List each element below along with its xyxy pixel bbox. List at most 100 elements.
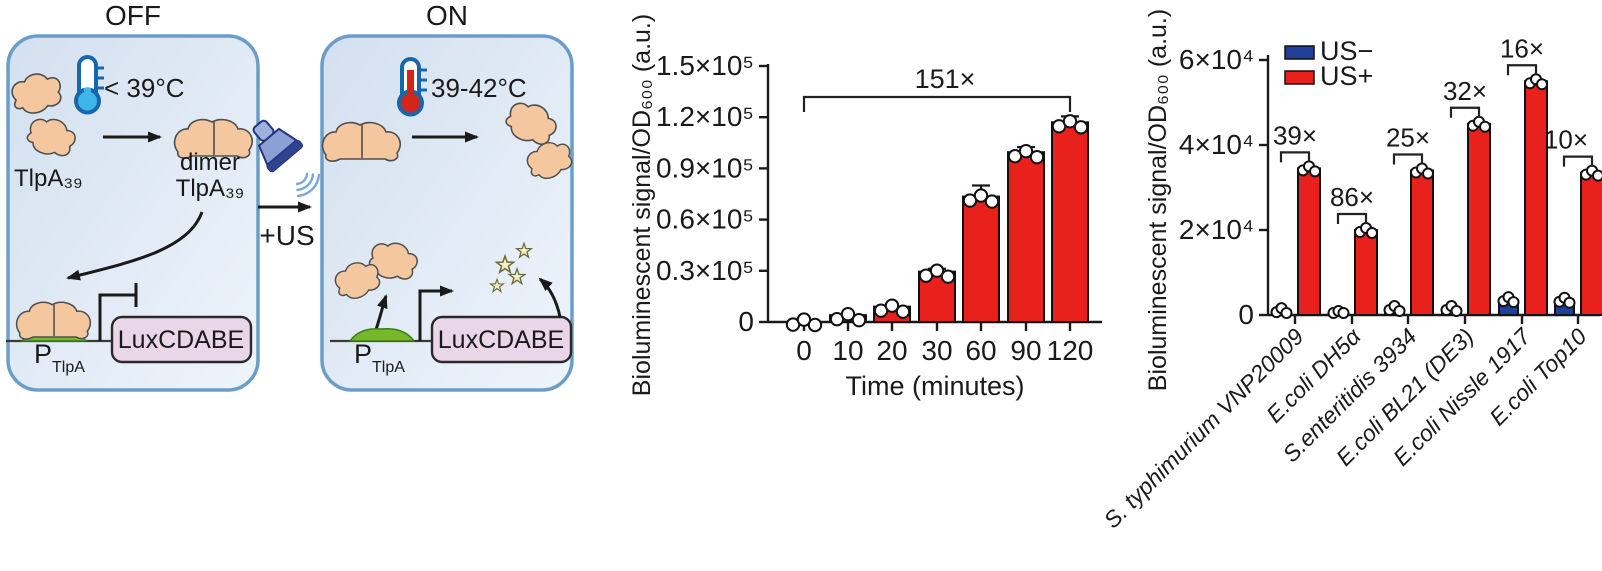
data-point bbox=[929, 263, 945, 278]
fold-label: 10× bbox=[1544, 125, 1588, 155]
data-point bbox=[807, 317, 823, 333]
us-label: +US bbox=[259, 220, 314, 251]
thermometer-hot-icon bbox=[397, 57, 427, 117]
promoter-label: PTlpA bbox=[354, 339, 405, 376]
ultrasound-section: +US bbox=[252, 119, 321, 251]
x-axis-title: Time (minutes) bbox=[845, 371, 1024, 401]
fold-bracket bbox=[1279, 151, 1311, 163]
fold-bracket bbox=[1506, 64, 1538, 76]
ultrasound-transducer-icon bbox=[252, 119, 304, 173]
promoter-site bbox=[348, 328, 416, 342]
dimer-binding-arrow bbox=[66, 211, 204, 281]
fold-label: 16× bbox=[1500, 33, 1544, 63]
fold-label: 32× bbox=[1443, 76, 1487, 106]
tlpa-label: TlpA₃₉ bbox=[14, 165, 83, 192]
data-point bbox=[940, 269, 956, 284]
y-tick-label: 0.9×10⁵ bbox=[656, 152, 754, 183]
data-point bbox=[1507, 296, 1520, 309]
on-title: ON bbox=[426, 0, 468, 31]
data-point bbox=[1073, 120, 1089, 135]
data-point bbox=[1309, 165, 1321, 178]
data-point bbox=[1563, 296, 1576, 309]
data-point bbox=[1018, 143, 1034, 159]
data-point bbox=[1337, 307, 1350, 319]
bar-us-plus bbox=[1297, 167, 1321, 316]
data-point bbox=[1536, 78, 1548, 91]
y-tick-label: 1.5×10⁵ bbox=[656, 50, 754, 81]
legend-label-us-plus: US+ bbox=[1320, 61, 1373, 91]
fold-label: 151× bbox=[915, 64, 976, 94]
gene-label: LuxCDABE bbox=[438, 326, 564, 354]
y-tick-label: 0 bbox=[738, 306, 754, 337]
y-axis-title: Bioluminescent signal/OD₆₀₀ (a.u.) bbox=[1144, 9, 1172, 391]
legend-swatch-us-minus bbox=[1284, 45, 1315, 60]
data-point bbox=[1062, 114, 1078, 129]
data-point bbox=[1422, 167, 1434, 180]
data-point bbox=[973, 188, 989, 203]
bar bbox=[1051, 121, 1089, 323]
data-point bbox=[984, 194, 1000, 209]
active-transcription-arrow bbox=[418, 285, 454, 341]
data-point bbox=[840, 306, 856, 322]
off-temperature-label: < 39°C bbox=[104, 73, 185, 103]
y-tick-label: 6×10⁴ bbox=[1179, 44, 1254, 75]
ultrasound-waves-icon bbox=[295, 172, 321, 198]
fold-bracket bbox=[802, 95, 1072, 112]
y-tick-label: 2×10⁴ bbox=[1179, 214, 1254, 245]
bar-us-plus bbox=[1524, 80, 1548, 316]
x-tick-label: 90 bbox=[1010, 335, 1041, 366]
fold-bracket bbox=[1336, 212, 1368, 224]
thermometer-cold-icon bbox=[74, 55, 104, 115]
on-state-panel: ON 39-42°C PTlpA LuxCDABE bbox=[320, 0, 577, 392]
fold-bracket bbox=[1449, 106, 1481, 118]
legend-swatch-us-plus bbox=[1284, 70, 1315, 85]
data-point bbox=[1393, 305, 1406, 318]
fold-bracket bbox=[1562, 155, 1594, 167]
promoter-label: PTlpA bbox=[34, 339, 85, 376]
gene-box bbox=[430, 315, 573, 364]
data-point bbox=[895, 304, 911, 319]
bar-us-plus bbox=[1354, 229, 1378, 316]
x-tick-label: 0 bbox=[796, 335, 812, 366]
fold-bracket bbox=[1392, 153, 1424, 165]
y-tick-label: 0.3×10⁵ bbox=[656, 255, 754, 286]
gene-box bbox=[110, 315, 253, 364]
strain-comparison-chart: 0 2×10⁴ 4×10⁴ 6×10⁴ S. typhimurium VNP20009 3… bbox=[1099, 9, 1602, 533]
data-point bbox=[851, 312, 867, 328]
data-point bbox=[1450, 305, 1463, 318]
data-point bbox=[1479, 120, 1491, 133]
data-point bbox=[884, 298, 900, 313]
bar bbox=[962, 195, 1000, 323]
fold-label: 86× bbox=[1330, 182, 1374, 212]
time-course-chart: 0 0.3×10⁵ 0.6×10⁵ 0.9×10⁵ 1.2×10⁵ 1.5×10⁵ 0 10 2… bbox=[628, 14, 1102, 401]
repressed-transcription-tbar bbox=[98, 283, 138, 341]
y-tick-label: 4×10⁴ bbox=[1179, 129, 1254, 160]
gene-label: LuxCDABE bbox=[118, 326, 244, 354]
y-tick-label: 0 bbox=[1238, 299, 1254, 330]
dimer-label-2: TlpA₃₉ bbox=[176, 175, 245, 202]
dimer-label-1: dimer bbox=[180, 149, 240, 176]
x-tick-label: 120 bbox=[1047, 335, 1094, 366]
x-tick-label: 60 bbox=[965, 335, 996, 366]
data-point bbox=[1592, 169, 1602, 182]
y-tick-label: 0.6×10⁵ bbox=[656, 204, 754, 235]
bar-us-plus bbox=[1467, 122, 1491, 316]
y-axis-title: Bioluminescent signal/OD₆₀₀ (a.u.) bbox=[628, 14, 656, 396]
on-temperature-label: 39-42°C bbox=[431, 73, 527, 103]
x-tick-label: 20 bbox=[876, 335, 907, 366]
off-state-panel: OFF < 39°C TlpA₃₉ dimer TlpA₃₉ PTlpA Lux… bbox=[6, 0, 260, 392]
legend-label-us-minus: US− bbox=[1320, 36, 1373, 66]
data-point bbox=[1280, 307, 1293, 319]
fold-label: 25× bbox=[1386, 123, 1430, 153]
data-point bbox=[1366, 227, 1378, 239]
fold-label: 39× bbox=[1273, 120, 1317, 150]
bar-us-plus bbox=[1580, 171, 1602, 316]
x-tick-label: 30 bbox=[921, 335, 952, 366]
off-title: OFF bbox=[105, 0, 161, 31]
bar-us-plus bbox=[1410, 169, 1434, 316]
light-emission-arrow bbox=[538, 277, 562, 318]
data-point bbox=[1029, 149, 1045, 165]
x-tick-label: 10 bbox=[832, 335, 863, 366]
